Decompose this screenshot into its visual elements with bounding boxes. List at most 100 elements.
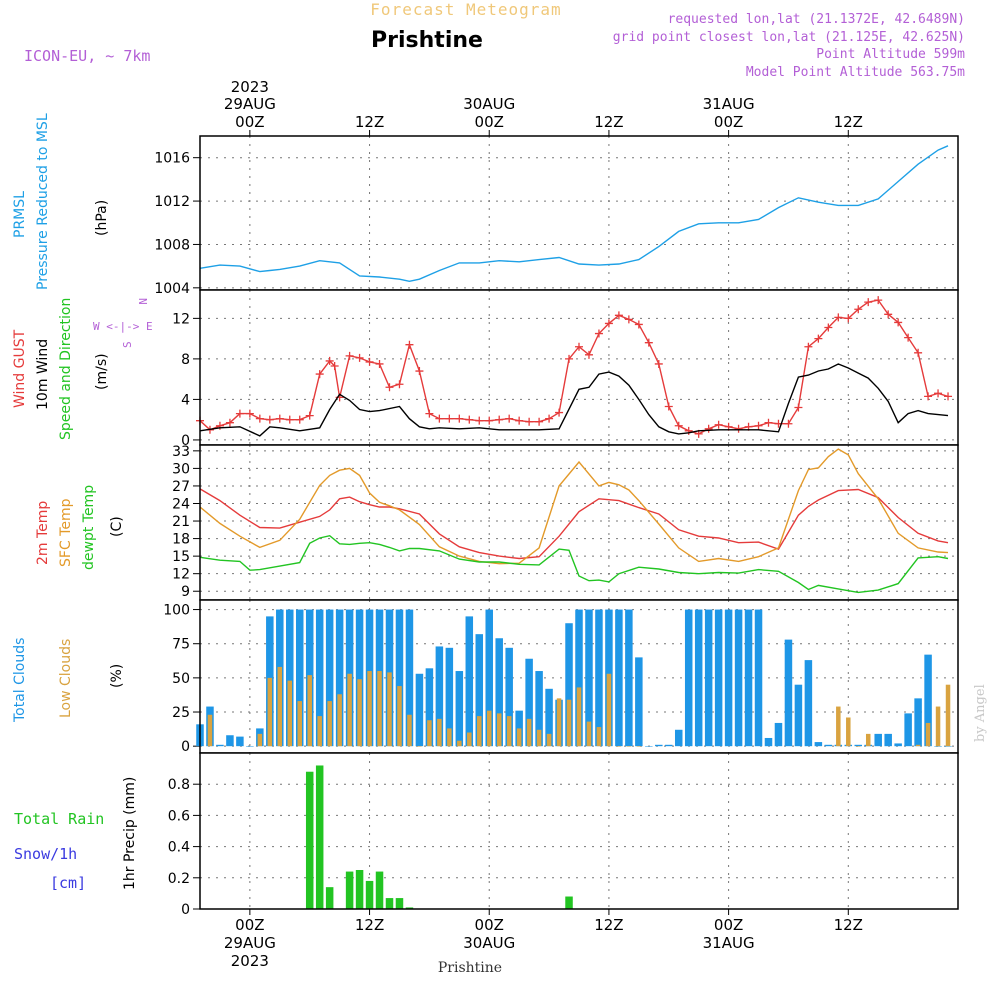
bar	[505, 647, 513, 747]
time-label-top: 31AUG	[703, 95, 755, 113]
time-label-top: 12Z	[594, 113, 623, 131]
point	[325, 356, 334, 365]
time-label-top: 00Z	[714, 113, 743, 131]
bar	[315, 609, 324, 747]
bar	[307, 675, 312, 747]
time-label-top: 00Z	[235, 113, 264, 131]
bar	[405, 609, 414, 747]
bar	[475, 634, 484, 747]
time-label-bottom: 00Z	[235, 916, 264, 934]
bar	[305, 771, 314, 909]
bar	[744, 609, 753, 747]
bar	[325, 609, 334, 747]
y-tick-label: 1008	[154, 237, 190, 253]
wind-labels: Wind GUST 10m Wind Speed and Direction (…	[12, 298, 153, 440]
bar	[365, 880, 374, 909]
point	[854, 305, 863, 314]
point-altitude: Point Altitude 599m	[816, 47, 965, 62]
y-tick-label: 1004	[154, 281, 190, 297]
signature: by Angel	[973, 684, 988, 742]
wind-compass-row: W <-|-> E	[93, 320, 153, 333]
bar	[625, 609, 633, 747]
bar	[355, 609, 364, 747]
bar	[535, 671, 543, 747]
point	[315, 370, 324, 379]
bar	[355, 870, 364, 909]
precip-label-rain: Total Rain	[14, 810, 104, 828]
bar	[636, 746, 642, 747]
bar	[836, 706, 841, 747]
point	[914, 348, 923, 357]
point	[365, 357, 374, 366]
series-line	[199, 488, 949, 560]
point	[355, 353, 364, 362]
point	[275, 414, 284, 423]
bar	[345, 871, 354, 909]
point	[934, 389, 943, 398]
bar	[236, 736, 244, 747]
time-label-bottom: 30AUG	[463, 934, 515, 952]
bar	[935, 706, 941, 747]
point	[924, 392, 933, 401]
bar	[694, 609, 703, 747]
y-tick-label: 24	[172, 496, 190, 512]
bar	[774, 722, 783, 747]
bar	[277, 666, 283, 747]
y-tick-label: 12	[172, 311, 190, 327]
point	[565, 354, 574, 363]
bar	[447, 728, 452, 747]
model-altitude: Model Point Altitude 563.75m	[746, 65, 965, 80]
bar	[317, 716, 322, 747]
bar	[616, 746, 622, 747]
point	[754, 421, 763, 430]
bar	[724, 609, 733, 747]
location-title: Prishtine	[371, 28, 483, 53]
cloud-label-low: Low Clouds	[58, 639, 74, 718]
bar	[754, 609, 763, 747]
pressure-background	[200, 136, 958, 290]
point	[575, 342, 583, 351]
point	[714, 420, 723, 429]
precip-label-cm: [cm]	[50, 874, 86, 892]
bar	[645, 746, 653, 747]
y-tick-label: 0	[181, 433, 190, 449]
point	[654, 359, 663, 368]
y-tick-label: 1016	[154, 151, 190, 167]
bar	[884, 733, 892, 747]
time-label-bottom: 2023	[231, 952, 269, 970]
wind-background	[200, 290, 958, 445]
series-line	[199, 363, 949, 437]
point	[455, 414, 464, 423]
y-tick-label: 21	[172, 514, 190, 530]
model-label: ICON-EU, ~ 7km	[24, 47, 150, 65]
series-10m-wind	[199, 363, 949, 437]
bar	[865, 733, 871, 747]
footer-location: Prishtine	[438, 960, 502, 976]
point	[844, 314, 853, 323]
bar	[824, 744, 833, 747]
precip-unit: 1hr Precip (mm)	[122, 777, 138, 890]
bar	[496, 713, 502, 747]
requested-coords: requested lon,lat (21.1372E, 42.6489N)	[668, 12, 965, 27]
point	[634, 320, 643, 329]
bar	[335, 609, 344, 747]
y-tick-label: 18	[172, 532, 190, 548]
series-line	[199, 448, 949, 565]
bar	[665, 744, 673, 747]
point	[330, 361, 339, 370]
point	[265, 415, 274, 424]
y-tick-label: 0.8	[168, 777, 190, 793]
bar	[295, 609, 304, 747]
bar	[367, 671, 372, 747]
chart-title: Forecast Meteogram	[370, 0, 561, 19]
bar	[357, 679, 362, 747]
bar	[566, 699, 572, 747]
point	[674, 421, 683, 430]
precip-frame	[199, 752, 959, 910]
time-label-top: 12Z	[834, 113, 863, 131]
bar	[904, 713, 912, 747]
bar	[327, 701, 332, 747]
